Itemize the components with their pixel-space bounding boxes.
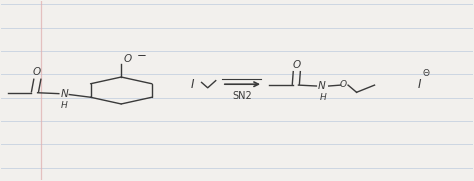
Text: O: O [340,80,347,89]
Text: I: I [191,78,194,91]
Text: N: N [318,81,326,91]
Text: H: H [320,93,327,102]
Text: SN2: SN2 [233,91,252,101]
Text: O: O [292,60,301,70]
Text: −: − [137,49,146,62]
Text: O: O [33,68,41,77]
Text: N: N [61,89,68,99]
Text: H: H [61,101,68,110]
Text: I: I [417,78,421,91]
Text: O: O [124,54,132,64]
Text: Θ: Θ [422,69,429,78]
